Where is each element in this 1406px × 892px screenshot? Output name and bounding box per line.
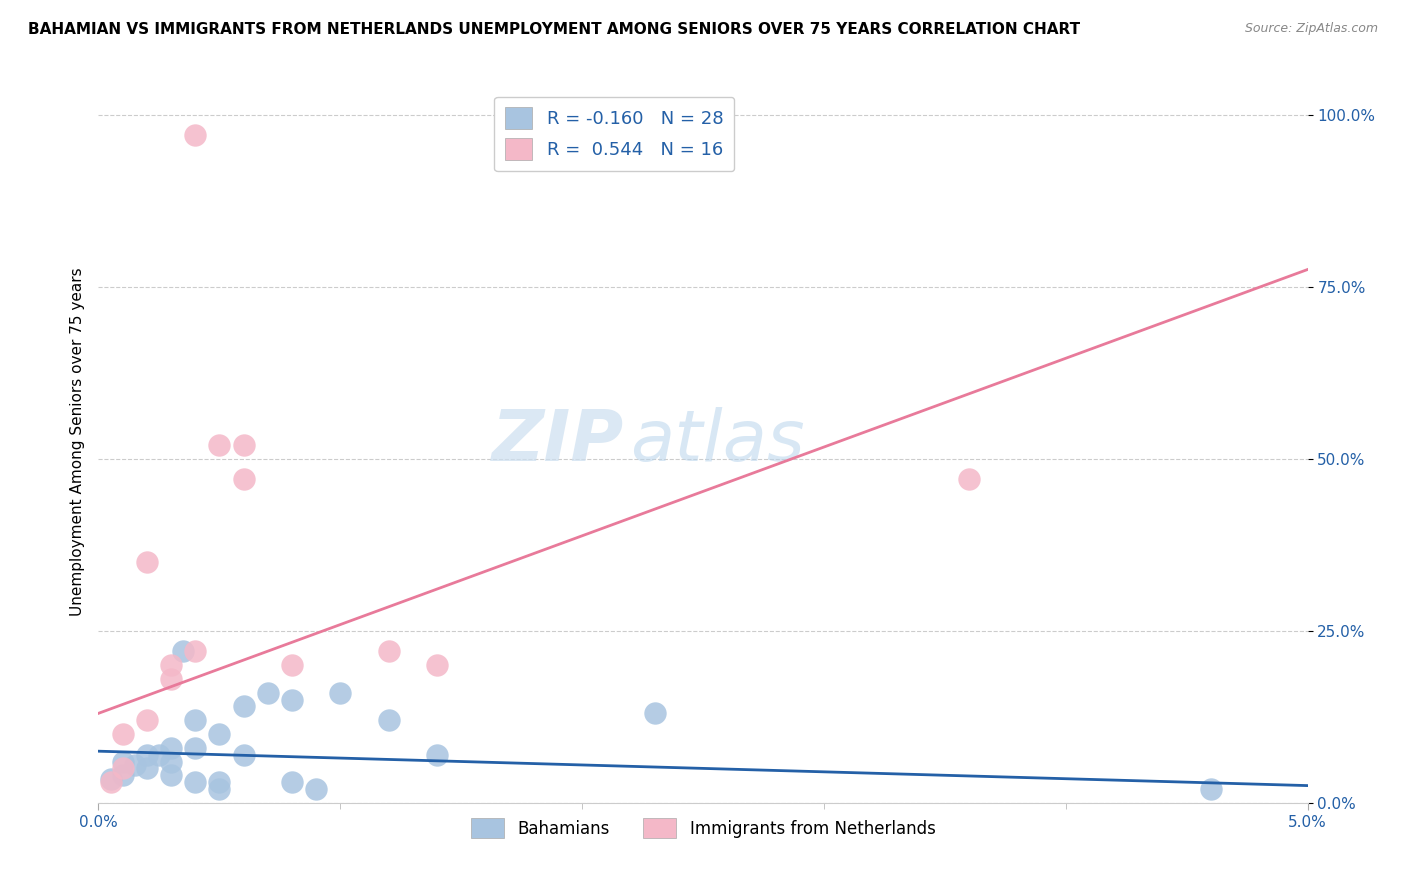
Point [135, 747, 157, 762]
Point [111, 727, 134, 741]
Point [377, 644, 399, 658]
Point [135, 761, 157, 775]
Point [208, 782, 231, 797]
Point [281, 692, 304, 706]
Point [644, 706, 666, 721]
Point [160, 768, 183, 782]
Point [208, 438, 231, 452]
Point [232, 472, 254, 486]
Point [305, 782, 328, 797]
Point [124, 758, 146, 772]
Y-axis label: Unemployment Among Seniors over 75 years: Unemployment Among Seniors over 75 years [69, 268, 84, 615]
Point [232, 699, 254, 714]
Point [111, 761, 134, 775]
Point [957, 472, 980, 486]
Point [256, 686, 278, 700]
Point [160, 755, 183, 769]
Point [232, 747, 254, 762]
Point [100, 775, 122, 789]
Point [377, 713, 399, 727]
Text: BAHAMIAN VS IMMIGRANTS FROM NETHERLANDS UNEMPLOYMENT AMONG SENIORS OVER 75 YEARS: BAHAMIAN VS IMMIGRANTS FROM NETHERLANDS … [28, 22, 1080, 37]
Point [172, 644, 194, 658]
Point [160, 658, 183, 673]
Point [184, 128, 207, 143]
Text: ZIP: ZIP [492, 407, 624, 476]
Point [111, 768, 134, 782]
Point [281, 658, 304, 673]
Point [160, 672, 183, 686]
Point [100, 772, 122, 786]
Legend: Bahamians, Immigrants from Netherlands: Bahamians, Immigrants from Netherlands [464, 812, 942, 845]
Point [184, 713, 207, 727]
Point [426, 747, 449, 762]
Point [208, 727, 231, 741]
Point [426, 658, 449, 673]
Point [111, 755, 134, 769]
Point [281, 775, 304, 789]
Text: Source: ZipAtlas.com: Source: ZipAtlas.com [1244, 22, 1378, 36]
Point [160, 740, 183, 755]
Point [184, 644, 207, 658]
Point [208, 775, 231, 789]
Point [148, 747, 170, 762]
Point [1199, 782, 1222, 797]
Point [329, 686, 352, 700]
Point [184, 775, 207, 789]
Point [184, 740, 207, 755]
Point [135, 555, 157, 569]
Point [232, 438, 254, 452]
Point [135, 713, 157, 727]
Text: atlas: atlas [630, 407, 806, 476]
